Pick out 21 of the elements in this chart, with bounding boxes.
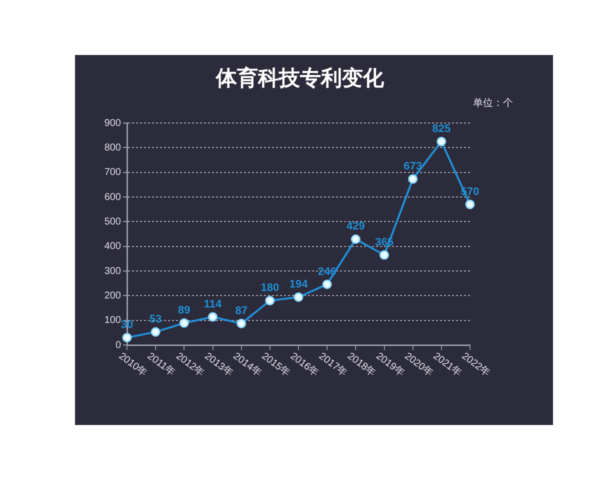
- data-label: 180: [260, 282, 280, 294]
- y-tick-label: 800: [104, 142, 122, 154]
- data-label: 194: [289, 278, 309, 291]
- y-tick-label: 100: [104, 315, 122, 326]
- y-tick-label: 900: [104, 118, 122, 129]
- y-tick-label: 400: [104, 241, 122, 252]
- data-label: 114: [204, 298, 223, 310]
- data-label: 673: [404, 160, 422, 173]
- y-tick-label: 0: [115, 340, 122, 351]
- y-tick-label: 500: [104, 216, 122, 228]
- data-label: 89: [178, 304, 190, 317]
- y-tick-label: 600: [104, 192, 122, 203]
- y-tick-label: 300: [104, 266, 122, 277]
- chart-title: 体育科技专利变化: [214, 66, 385, 92]
- data-label: 429: [346, 220, 365, 233]
- data-label: 53: [149, 313, 162, 326]
- y-tick-label: 700: [104, 167, 122, 178]
- data-label: 825: [432, 123, 451, 136]
- data-label: 87: [235, 305, 248, 318]
- text: 单位：个: [473, 97, 513, 110]
- y-tick-label: 200: [104, 290, 122, 302]
